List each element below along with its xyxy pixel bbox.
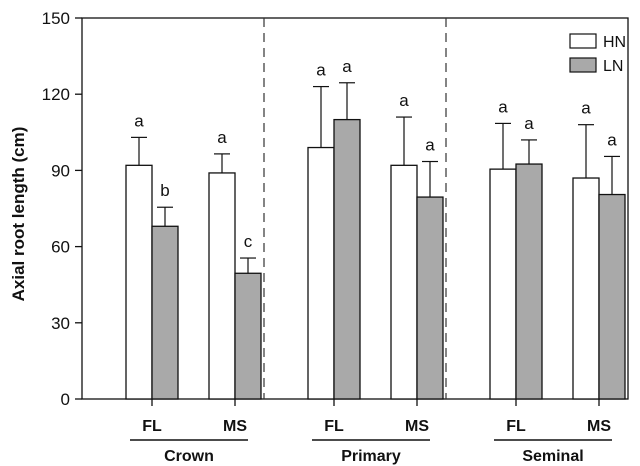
significance-letter: a (425, 136, 435, 155)
bar-hn (489, 168, 517, 400)
y-tick-label: 0 (61, 390, 70, 409)
significance-letter: a (316, 61, 326, 80)
x-tick-label: MS (223, 418, 247, 435)
y-tick-label: 60 (51, 238, 70, 257)
bar-ln (333, 118, 361, 400)
significance-letter: a (217, 128, 227, 147)
y-tick-label: 30 (51, 314, 70, 333)
x-tick-label: FL (324, 418, 344, 435)
significance-letter: c (244, 232, 253, 251)
legend-label-ln: LN (603, 58, 623, 75)
bar-hn (208, 172, 236, 400)
significance-letter: a (399, 91, 409, 110)
y-tick-label: 90 (51, 161, 70, 180)
bar-ln (151, 225, 179, 400)
bar-hn (572, 177, 600, 400)
bar-hn (390, 164, 418, 400)
group-label-primary: Primary (341, 448, 401, 465)
bar-ln (515, 163, 543, 400)
x-tick-label: FL (142, 418, 162, 435)
legend-label-hn: HN (603, 34, 626, 51)
group-label-seminal: Seminal (522, 448, 583, 465)
significance-letter: a (498, 97, 508, 116)
significance-letter: a (134, 111, 144, 130)
bar-hn (307, 146, 335, 400)
legend-swatch-hn (569, 33, 597, 49)
y-axis-title: Axial root length (cm) (9, 127, 28, 302)
significance-letter: b (160, 181, 169, 200)
significance-letter: a (342, 57, 352, 76)
significance-letter: a (581, 99, 591, 118)
bar-ln (234, 272, 262, 400)
bar-ln (598, 193, 626, 400)
significance-letter: a (524, 114, 534, 133)
x-tick-label: MS (405, 418, 429, 435)
group-label-crown: Crown (164, 448, 214, 465)
y-tick-label: 150 (42, 9, 70, 28)
bar-ln (416, 196, 444, 400)
legend-swatch-ln (569, 57, 597, 73)
x-tick-label: FL (506, 418, 526, 435)
significance-letter: a (607, 130, 617, 149)
x-tick-label: MS (587, 418, 611, 435)
bar-hn (125, 164, 153, 400)
y-tick-label: 120 (42, 85, 70, 104)
